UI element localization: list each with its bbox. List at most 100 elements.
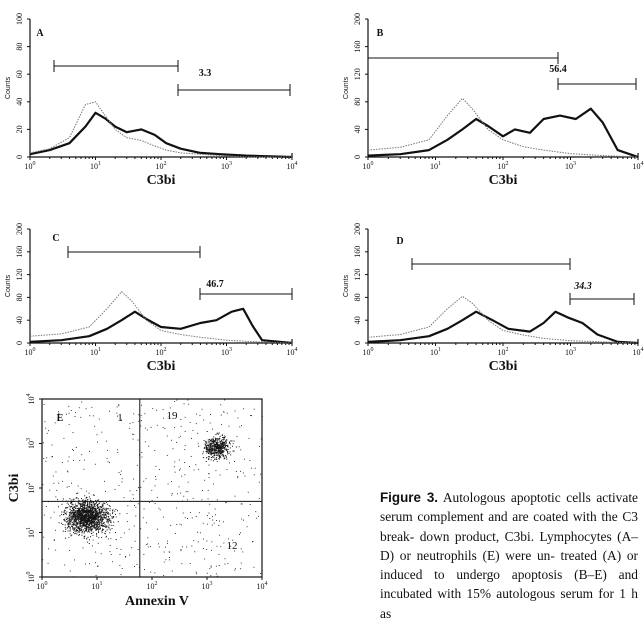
x-tick-label: 103	[221, 161, 232, 171]
caption-line-8: 15% autologous serum for 1 h as	[380, 586, 638, 621]
panel-letter: C	[52, 233, 59, 244]
histogram-a-svg: 0 20 40 60 80 100 Counts 100 101 102 103 104 C3bi A 3.…	[5, 13, 298, 188]
x-tick-label: 100	[25, 347, 36, 357]
y-tick-label: 20	[15, 125, 24, 133]
quadrant-lower-right-value: 12	[227, 540, 238, 552]
x-tick-label: 101	[90, 161, 101, 171]
caption-line-1: Autologous apoptotic	[442, 490, 561, 505]
y-tick-label: 80	[353, 98, 362, 106]
gate-percentage: 46.7	[206, 279, 224, 290]
y-tick-label: 200	[353, 223, 362, 235]
x-tick-label: 104	[257, 581, 268, 591]
scatter-e-svg: 100 101 102 103 104 100 101 102 103 104 Annexin V C…	[7, 394, 268, 610]
y-tick-label: 0	[15, 341, 24, 345]
x-tick-label: 100	[25, 161, 36, 171]
histogram-c-svg: 0 40 80 120 160 200 Counts 100 101 102 103 104 C3bi C…	[5, 223, 298, 374]
y-tick-label: 160	[353, 246, 362, 258]
y-tick-label: 120	[353, 269, 362, 281]
histogram-b-svg: 0 40 80 120 160 200 Counts 100 101 102 103 104 C3bi B…	[343, 13, 644, 188]
x-axis-label: C3bi	[489, 359, 518, 374]
histogram-panel-a: 0 20 40 60 80 100 Counts 100 101 102 103 104 C3bi A 3.…	[0, 0, 310, 188]
histogram-serum-line	[29, 307, 293, 345]
gate-percentage: 3.3	[199, 68, 212, 79]
x-tick-label: 102	[498, 347, 509, 357]
x-tick-label: 101	[430, 161, 441, 171]
axes-frame	[29, 19, 293, 158]
y-tick-label: 40	[15, 316, 24, 324]
y-tick-label: 160	[15, 246, 24, 258]
y-tick-label: 80	[15, 43, 24, 51]
x-tick-label: 102	[498, 161, 509, 171]
histogram-panel-b: 0 40 80 120 160 200 Counts 100 101 102 103 104 C3bi B…	[340, 0, 644, 188]
histogram-serum-line	[367, 107, 639, 159]
y-axis-label: C3bi	[7, 474, 22, 503]
x-tick-label: 101	[430, 347, 441, 357]
y-tick-label: 0	[353, 341, 362, 345]
scatter-panel-e: 100 101 102 103 104 100 101 102 103 104 Annexin V C…	[0, 392, 310, 614]
figure-caption: Figure 3. Autologous apoptotic cells act…	[380, 488, 638, 623]
y-axis-label: Counts	[343, 274, 350, 297]
x-tick-label: 103	[565, 347, 576, 357]
x-tick-label: 104	[633, 347, 644, 357]
x-axis-label: Annexin V	[125, 594, 189, 609]
histogram-serum-line	[29, 111, 293, 159]
x-tick-label: 102	[156, 161, 167, 171]
y-axis-label: Counts	[5, 76, 12, 99]
x-tick-label: 100	[363, 347, 374, 357]
panel-letter: D	[396, 236, 403, 247]
histogram-control-line	[29, 101, 292, 158]
panel-letter: B	[377, 28, 384, 39]
caption-line-7: apoptosis (B–E) and incubated with	[380, 567, 638, 602]
quadrant-upper-left-value: 1	[117, 412, 123, 424]
x-tick-label: 102	[156, 347, 167, 357]
y-tick-label: 120	[15, 269, 24, 281]
histogram-d-svg: 0 40 80 120 160 200 Counts 100 101 102 103 104 C3bi D…	[343, 223, 644, 374]
y-tick-label: 0	[353, 155, 362, 159]
y-tick-label: 100	[26, 572, 36, 583]
histogram-panel-c: 0 40 80 120 160 200 Counts 100 101 102 103 104 C3bi C…	[0, 215, 310, 375]
y-tick-label: 0	[15, 155, 24, 159]
quadrant-upper-right-value: 19	[167, 410, 179, 422]
x-tick-label: 100	[37, 581, 48, 591]
y-axis-label: Counts	[5, 274, 12, 297]
y-tick-label: 80	[353, 293, 362, 301]
histogram-serum-line	[367, 310, 639, 345]
x-tick-label: 103	[565, 161, 576, 171]
y-tick-label: 104	[26, 394, 36, 405]
y-tick-label: 160	[353, 41, 362, 53]
x-tick-label: 103	[221, 347, 232, 357]
x-axis-label: C3bi	[147, 359, 176, 374]
y-tick-label: 100	[15, 13, 24, 25]
x-axis-label: C3bi	[489, 173, 518, 188]
y-tick-label: 120	[353, 68, 362, 80]
x-tick-label: 102	[147, 581, 158, 591]
gate-percentage: 34.3	[573, 281, 592, 292]
scatter-dots	[42, 399, 263, 578]
caption-line-5: (A–D) or neutrophils (E) were un-	[380, 528, 638, 563]
x-tick-label: 101	[92, 581, 103, 591]
x-tick-label: 104	[287, 161, 298, 171]
y-tick-label: 200	[15, 223, 24, 235]
caption-line-4: down product, C3bi. Lymphocytes	[419, 528, 612, 544]
histogram-control-line	[29, 290, 293, 344]
histogram-control-line	[367, 295, 639, 344]
x-tick-label: 100	[363, 161, 374, 171]
panel-letter: E	[57, 413, 64, 424]
y-tick-label: 60	[15, 70, 24, 78]
caption-line-2: cells activate serum complement	[380, 490, 638, 525]
y-tick-label: 102	[26, 483, 36, 494]
x-tick-label: 104	[287, 347, 298, 357]
y-tick-label: 40	[353, 316, 362, 324]
y-axis-label: Counts	[343, 76, 350, 99]
caption-line-6: treated (A) or induced to undergo	[380, 547, 638, 583]
x-axis-label: C3bi	[147, 173, 176, 188]
histogram-control-line	[367, 97, 639, 158]
caption-line-3: and are coated with the C3 break-	[380, 509, 638, 544]
x-tick-label: 101	[90, 347, 101, 357]
y-tick-label: 80	[15, 293, 24, 301]
x-tick-label: 104	[633, 161, 644, 171]
caption-label: Figure 3.	[380, 490, 439, 505]
y-tick-label: 200	[353, 13, 362, 25]
y-tick-label: 40	[15, 98, 24, 106]
y-tick-label: 40	[353, 125, 362, 133]
